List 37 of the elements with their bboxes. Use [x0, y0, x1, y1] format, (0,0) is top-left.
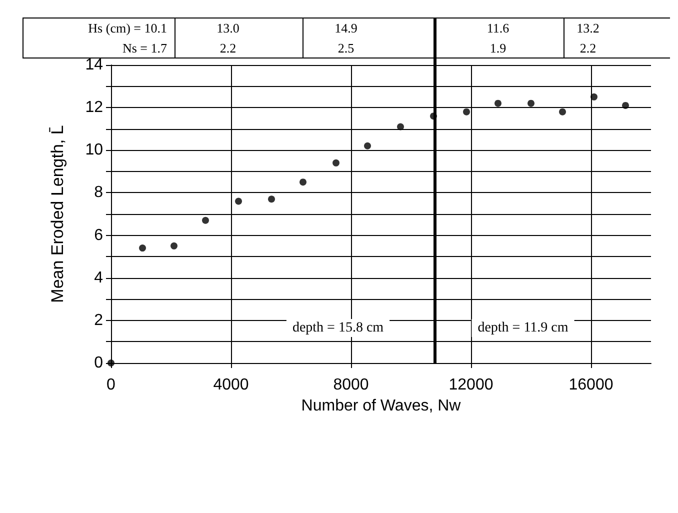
point [622, 102, 629, 109]
text: 11.6 1.9 [486, 20, 510, 56]
point [590, 93, 598, 100]
point [494, 100, 502, 107]
y-tick-label: 4 [94, 269, 104, 286]
annotation: depth = 11.9 cm [478, 320, 568, 336]
point [139, 244, 146, 252]
text: Hs (cm) = 10.1 Ns = 1.7 [88, 20, 168, 56]
x-tick-label: 16000 [568, 376, 614, 394]
x-tick-label: 12000 [448, 376, 494, 394]
point [235, 198, 242, 205]
x-tick-label: 8000 [333, 376, 369, 394]
y-tick-label: 2 [94, 312, 104, 329]
x-axis-title: Number of Waves, Nw [301, 397, 462, 414]
x-tick-label: 0 [106, 376, 116, 394]
text: 14.9 2.5 [334, 20, 358, 56]
y-tick-label: 12 [85, 99, 104, 116]
point [559, 108, 566, 116]
y-tick-label: 14 [85, 56, 104, 74]
text: 13.2 2.2 [576, 20, 600, 56]
y-tick-label: 6 [94, 226, 104, 244]
point [202, 216, 209, 224]
point [397, 123, 404, 130]
point [300, 178, 306, 186]
point [332, 159, 340, 166]
point [528, 100, 534, 107]
point [170, 242, 178, 250]
y-tick-label: 8 [94, 184, 104, 202]
point [268, 196, 275, 203]
x-tick-label: 4000 [213, 376, 249, 394]
y-tick-label: 0 [94, 354, 104, 372]
y-tick-label: 10 [85, 142, 104, 159]
y-axis-title: Mean Eroded Length, L̄ [48, 125, 67, 303]
annotation: depth = 15.8 cm [292, 320, 384, 336]
text: 13.0 2.2 [216, 20, 240, 56]
point [463, 108, 470, 116]
point [364, 142, 371, 150]
